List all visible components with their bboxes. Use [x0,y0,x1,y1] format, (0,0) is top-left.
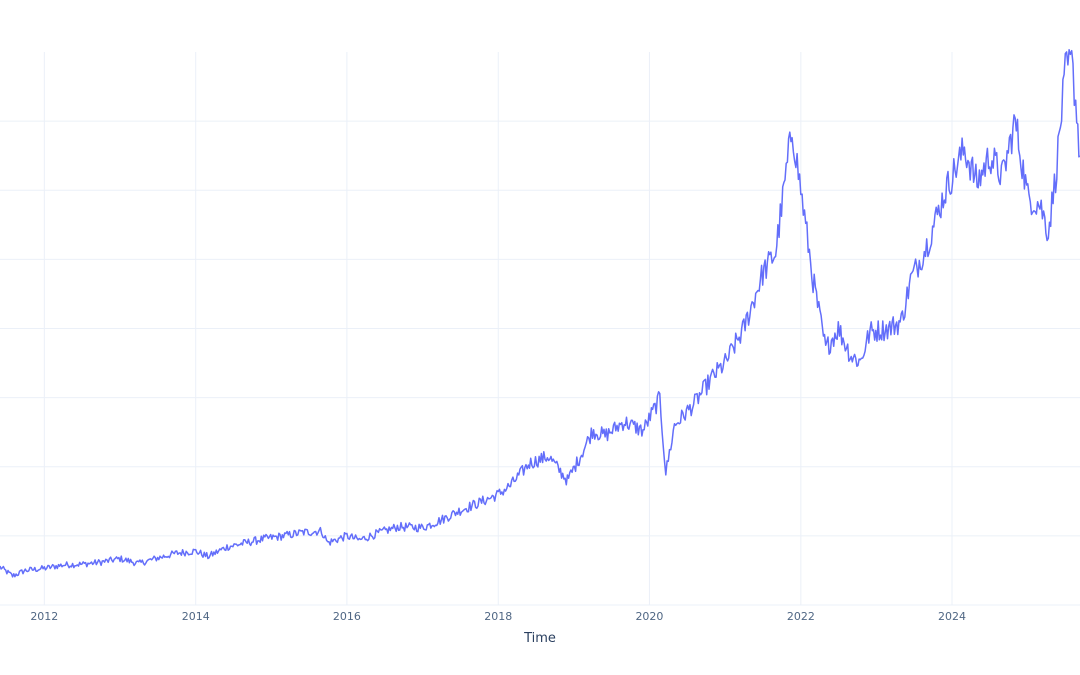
series-line [0,49,1080,578]
x-axis-ticks: 2012 2014 2016 2018 2020 2022 2024 [30,610,966,623]
gridlines [0,52,1080,606]
x-tick-label: 2020 [635,610,663,623]
x-axis-title: Time [523,631,556,646]
x-tick-label: 2022 [787,610,815,623]
series-layer [0,49,1080,578]
x-tick-label: 2014 [182,610,210,623]
x-tick-label: 2012 [30,610,58,623]
x-tick-label: 2024 [938,610,966,623]
x-tick-label: 2018 [484,610,512,623]
x-tick-label: 2016 [333,610,361,623]
